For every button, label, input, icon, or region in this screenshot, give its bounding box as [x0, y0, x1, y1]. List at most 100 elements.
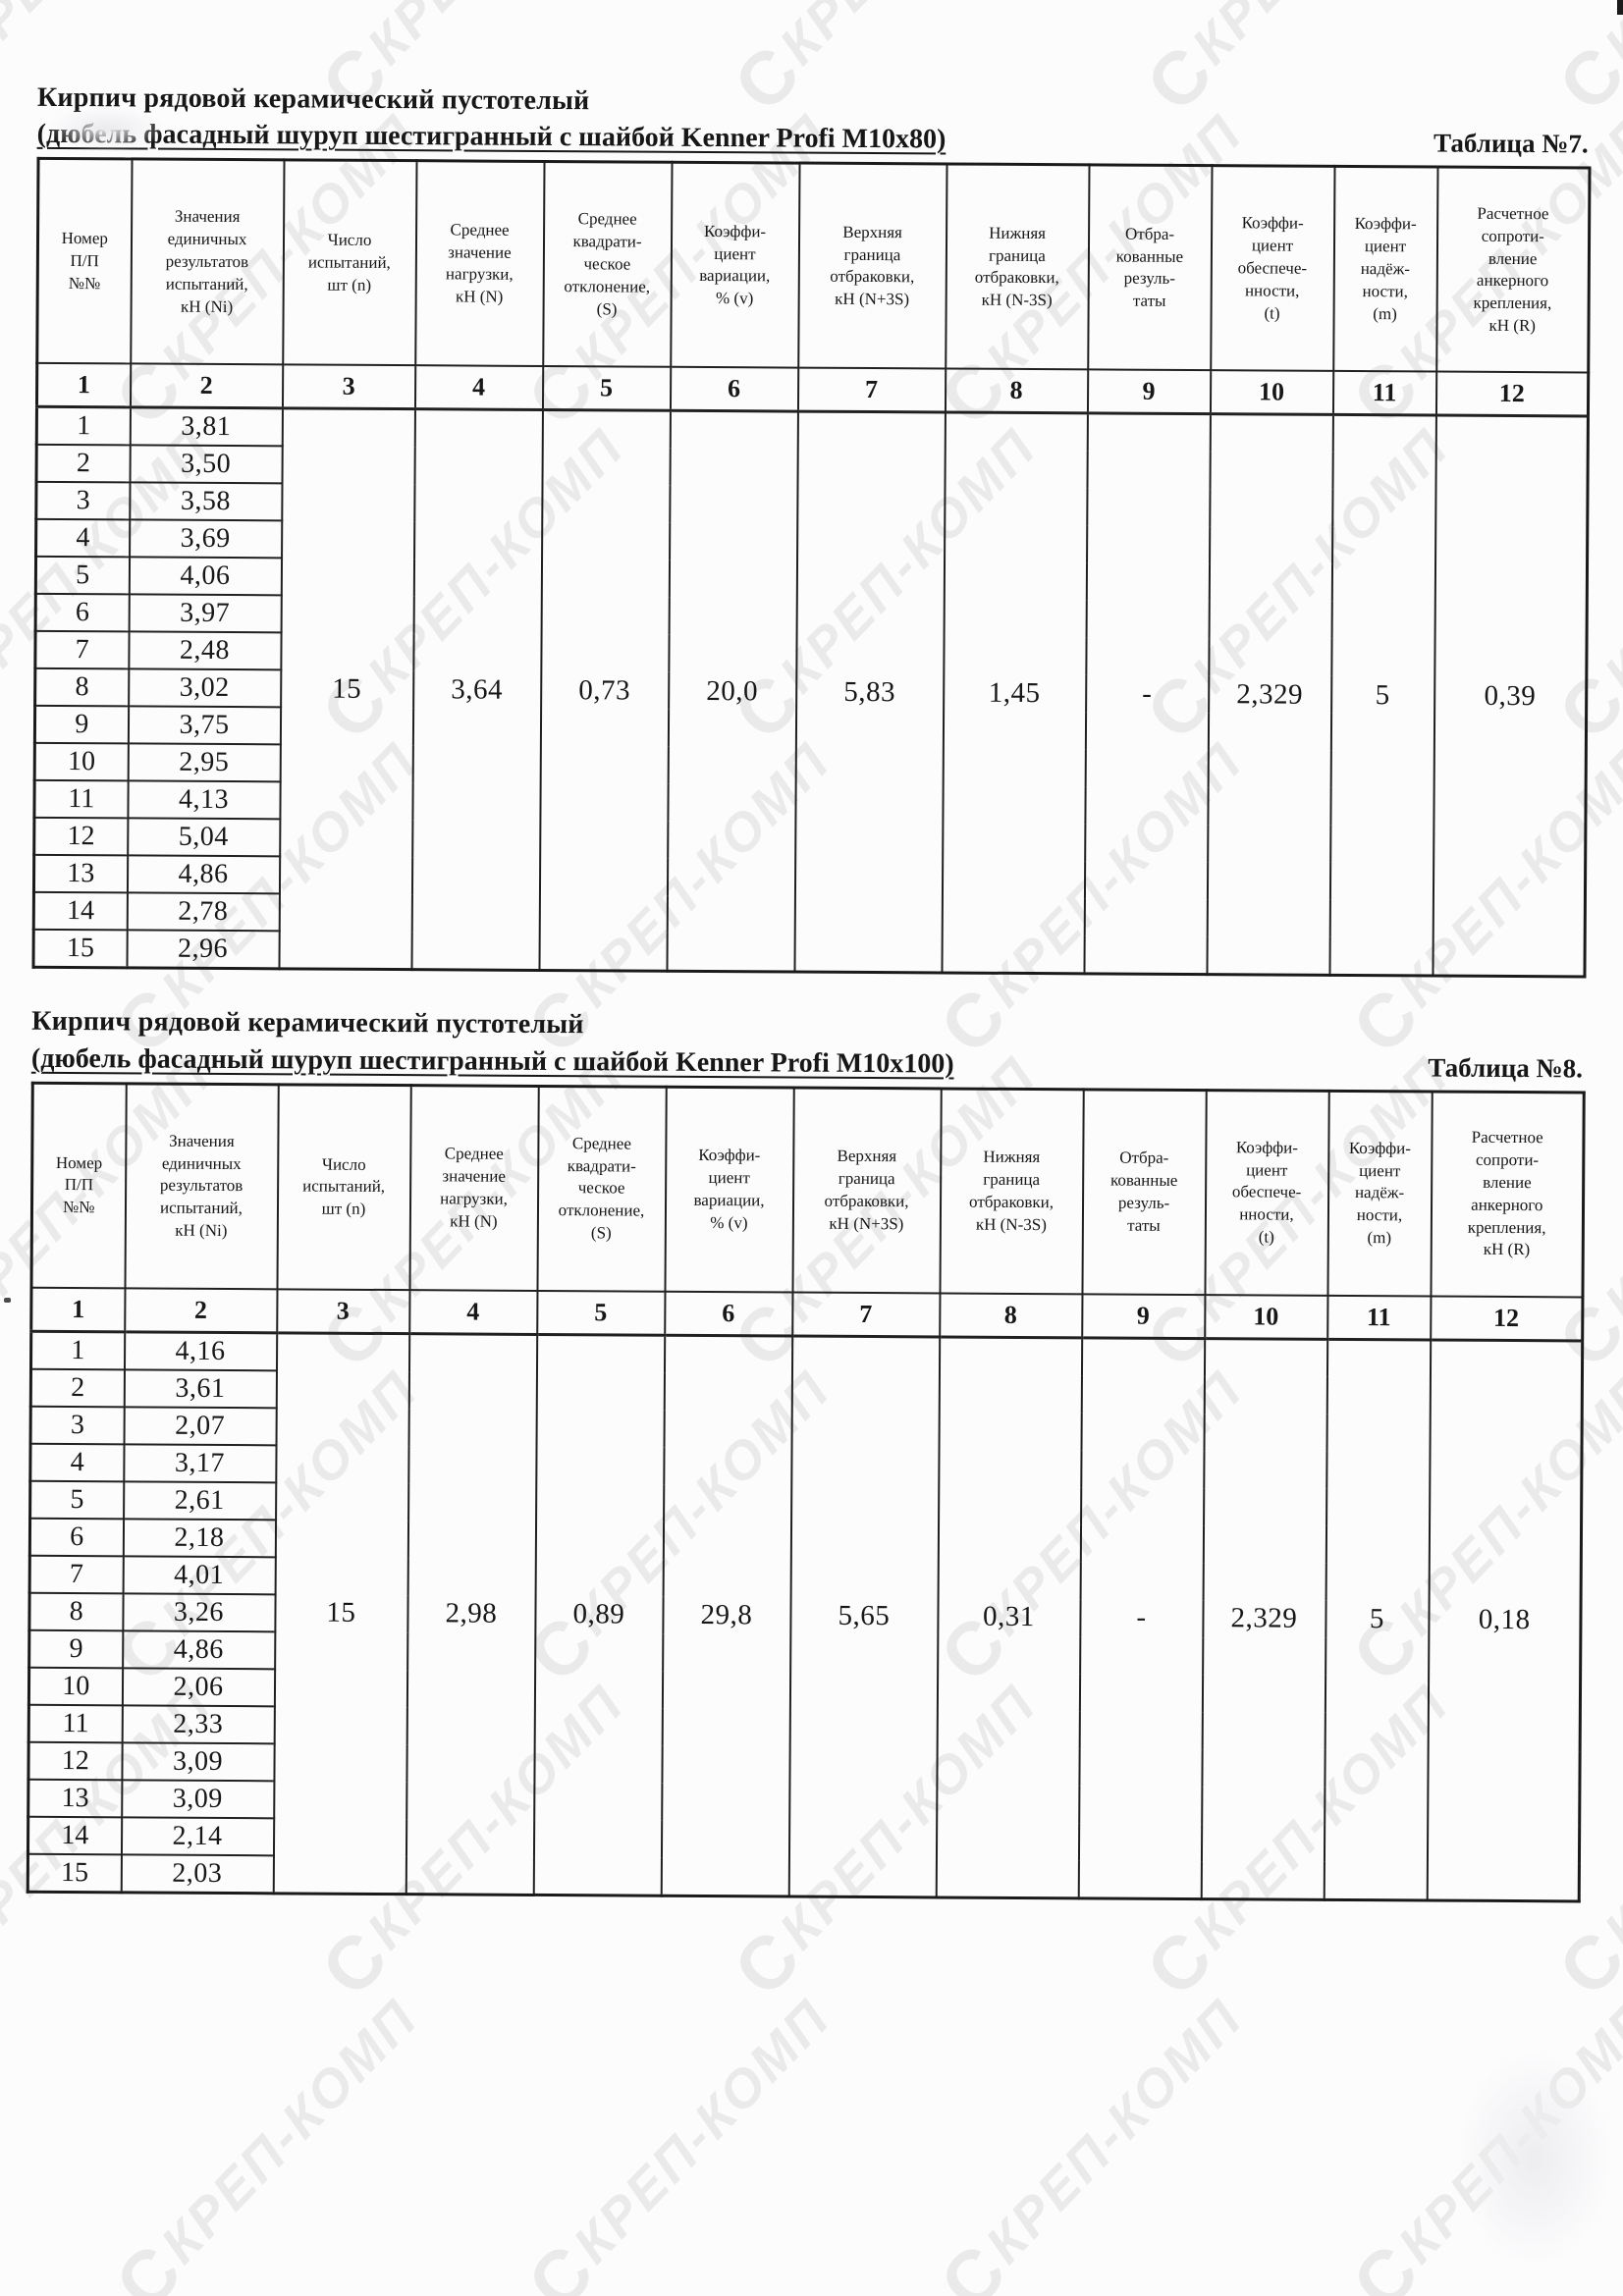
- value-cell: 3,02: [128, 668, 281, 708]
- scan-smudge: [1456, 2051, 1613, 2267]
- watermark-text: СКРЕП-КОМП: [99, 1979, 439, 2296]
- row-number-cell: 9: [28, 1629, 123, 1669]
- value-cell: 3,58: [129, 482, 283, 521]
- value-cell: 4,01: [123, 1556, 276, 1595]
- row-number-cell: 10: [34, 743, 129, 781]
- value-cell: 2,03: [121, 1854, 274, 1894]
- watermark-logo-icon: С: [512, 2229, 611, 2296]
- watermark-text: СКРЕП-КОМП: [512, 1979, 851, 2296]
- column-header: Среднее квадрати- ческое отклонение, (S): [536, 1086, 667, 1292]
- section-table-7: Кирпич рядовой керамический пустотелый (…: [31, 81, 1592, 979]
- scan-artifact-corner: [1617, 0, 1623, 15]
- value-cell: 3,26: [122, 1593, 276, 1632]
- row-number-cell: 11: [28, 1704, 123, 1743]
- value-cell: 2,14: [121, 1817, 274, 1856]
- scan-smudge: [47, 106, 165, 151]
- row-number-cell: 15: [27, 1853, 122, 1893]
- column-header: Верхняя граница отбраковки, кН (N+3S): [797, 163, 947, 369]
- summary-cell: 1,45: [941, 412, 1088, 975]
- watermark-logo-icon: С: [1542, 1915, 1623, 2012]
- summary-cell: -: [1078, 1337, 1205, 1899]
- value-cell: 2,06: [122, 1668, 275, 1707]
- row-number-cell: 5: [35, 557, 130, 595]
- section-subtitle: (дюбель фасадный шуруп шестигранный с ша…: [36, 119, 947, 155]
- summary-cell: 15: [273, 1332, 409, 1895]
- column-number-cell: 10: [1210, 370, 1333, 415]
- summary-cell: 2,329: [1206, 413, 1333, 976]
- section-title: Кирпич рядовой керамический пустотелый: [31, 1006, 584, 1041]
- column-header: Коэффи- циент обеспече- нности, (t): [1204, 1090, 1329, 1296]
- value-cell: 3,50: [130, 445, 283, 484]
- summary-cell: 20,0: [666, 410, 798, 973]
- column-header: Число испытаний, шт (n): [276, 1084, 411, 1290]
- column-header: Коэффи- циент надёж- ности, (m): [1326, 1091, 1433, 1297]
- column-number-cell: 6: [664, 1291, 792, 1336]
- column-header: Отбра- кованные резуль- таты: [1081, 1089, 1207, 1295]
- value-cell: 3,09: [121, 1780, 274, 1819]
- value-cell: 4,16: [124, 1331, 277, 1371]
- row-number-cell: 3: [30, 1406, 125, 1445]
- summary-cell: 0,39: [1432, 415, 1589, 978]
- row-number-cell: 12: [33, 818, 128, 856]
- table-number-label: Таблица №8.: [1428, 1052, 1583, 1084]
- summary-cell: 5: [1324, 1339, 1431, 1900]
- column-number-cell: 2: [124, 1288, 277, 1333]
- row-number-cell: 14: [33, 892, 128, 931]
- row-number-cell: 9: [34, 706, 129, 744]
- value-cell: 3,17: [123, 1444, 277, 1483]
- value-cell: 3,61: [124, 1369, 277, 1409]
- summary-cell: 0,73: [538, 409, 671, 972]
- summary-cell: 2,329: [1201, 1338, 1327, 1900]
- column-number-cell: 1: [30, 1287, 125, 1332]
- row-number-cell: 6: [29, 1518, 124, 1557]
- column-number-cell: 3: [276, 1289, 409, 1334]
- column-number-cell: 7: [791, 1292, 940, 1337]
- value-cell: 3,69: [129, 519, 282, 559]
- row-number-cell: 2: [30, 1368, 125, 1408]
- value-cell: 2,48: [128, 631, 282, 670]
- summary-cell: -: [1083, 413, 1211, 975]
- row-number-cell: 6: [35, 594, 130, 632]
- column-number-cell: 2: [130, 363, 283, 409]
- column-number-cell: 5: [542, 366, 671, 411]
- row-number-cell: 13: [33, 855, 128, 893]
- watermark-logo-icon: С: [1130, 1915, 1229, 2012]
- summary-cell: 0,89: [533, 1334, 665, 1896]
- column-number-cell: 4: [414, 365, 543, 410]
- value-cell: 3,75: [128, 706, 281, 745]
- summary-cell: 5,83: [793, 411, 946, 974]
- document-content: Кирпич рядовой керамический пустотелый (…: [26, 81, 1592, 1903]
- column-header: Коэффи- циент надёж- ности, (m): [1332, 166, 1437, 372]
- section-title: Кирпич рядовой керамический пустотелый: [36, 81, 590, 117]
- value-cell: 2,95: [128, 743, 281, 782]
- column-header: Нижняя граница отбраковки, кН (N-3S): [945, 164, 1090, 370]
- value-cell: 2,18: [123, 1519, 276, 1558]
- column-header: Среднее значение нагрузки, кН (N): [408, 1085, 539, 1291]
- column-number-cell: 1: [36, 363, 131, 408]
- section-subtitle-row: (дюбель фасадный шуруп шестигранный с ша…: [37, 119, 1591, 160]
- value-cell: 2,33: [122, 1705, 275, 1744]
- watermark-logo-icon: С: [718, 1915, 817, 2012]
- section-subtitle-row: (дюбель фасадный шуруп шестигранный с ша…: [31, 1042, 1585, 1084]
- column-header: Расчетное сопроти- вление анкерного креп…: [1435, 167, 1590, 373]
- summary-cell: 5: [1328, 414, 1436, 977]
- value-cell: 2,96: [126, 930, 280, 970]
- watermark-logo-icon: С: [1336, 2229, 1435, 2296]
- section-subtitle: (дюбель фасадный шуруп шестигранный с ша…: [30, 1042, 954, 1080]
- column-number-cell: 9: [1087, 369, 1211, 414]
- row-number-cell: 14: [27, 1816, 122, 1855]
- row-number-cell: 7: [34, 631, 130, 669]
- row-number-cell: 8: [34, 668, 129, 707]
- column-header: Номер П/П №№: [36, 158, 133, 364]
- column-header: Расчетное сопроти- вление анкерного креп…: [1430, 1091, 1585, 1298]
- summary-cell: 29,8: [661, 1334, 792, 1896]
- summary-cell: 2,98: [406, 1333, 537, 1896]
- test-results-table-8: Номер П/П №№ Значения единичных результат…: [26, 1081, 1586, 1903]
- test-results-table-7: Номер П/П №№ Значения единичных результат…: [31, 157, 1592, 979]
- value-cell: 5,04: [127, 818, 280, 857]
- column-header: Число испытаний, шт (n): [282, 160, 417, 366]
- row-number-cell: 4: [29, 1443, 125, 1482]
- summary-cell: 3,64: [410, 409, 543, 971]
- row-number-cell: 4: [35, 519, 130, 558]
